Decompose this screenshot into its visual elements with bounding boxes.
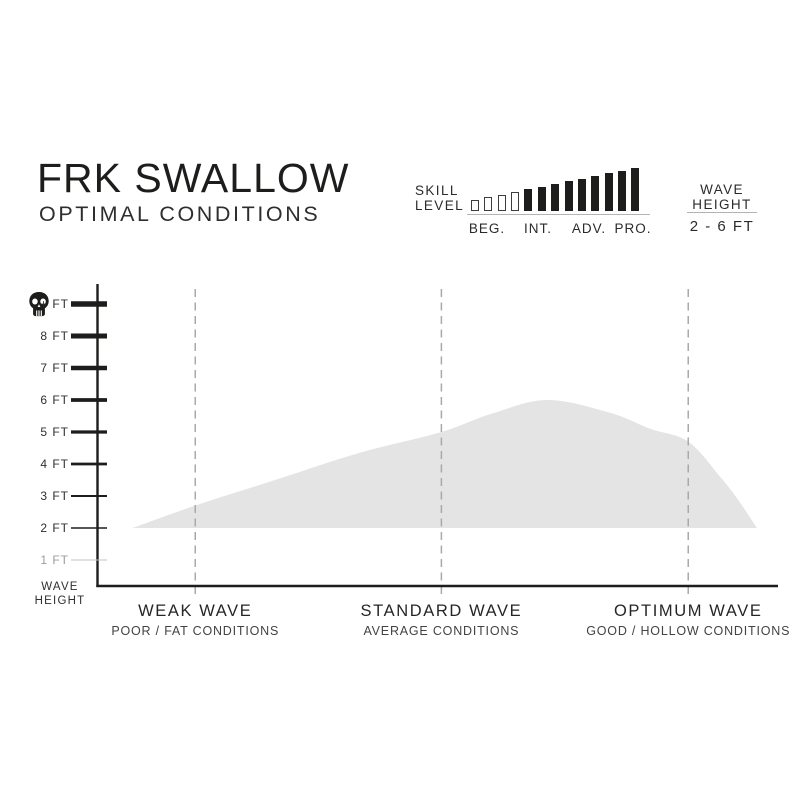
y-tick-label-6ft: 6 FT xyxy=(40,393,69,407)
skill-bar-1-empty xyxy=(471,200,479,211)
x-category-optimum-wave: OPTIMUM WAVE GOOD / HOLLOW CONDITIONS xyxy=(586,602,790,638)
skill-bar-10-filled xyxy=(591,176,600,211)
skill-level-label-line1: SKILL xyxy=(415,183,459,198)
skill-bar-2-empty xyxy=(484,197,493,211)
skill-bar-9-filled xyxy=(577,179,586,211)
y-tick-label-7ft: 7 FT xyxy=(40,361,69,375)
skill-bar-4-empty xyxy=(511,192,519,211)
y-axis-title-line2: HEIGHT xyxy=(34,594,86,607)
wave-height-summary-label: WAVE HEIGHT xyxy=(682,182,762,212)
skill-bar-3-empty xyxy=(497,195,506,211)
wave-height-divider xyxy=(687,212,757,213)
page-subtitle: OPTIMAL CONDITIONS xyxy=(39,202,321,226)
y-tick-label-5ft: 5 FT xyxy=(40,425,69,439)
x-category-label: STANDARD WAVE xyxy=(360,602,523,620)
x-category-label: WEAK WAVE xyxy=(138,602,253,620)
wave-height-label-line1: WAVE xyxy=(700,182,744,197)
y-axis-title: WAVE HEIGHT xyxy=(20,581,100,608)
x-category-sublabel: GOOD / HOLLOW CONDITIONS xyxy=(586,624,791,638)
y-axis-title-line1: WAVE xyxy=(41,581,79,593)
skill-bar-6-filled xyxy=(537,187,546,211)
skill-level-label-line2: LEVEL xyxy=(415,197,465,213)
x-category-sublabel: POOR / FAT CONDITIONS xyxy=(111,624,280,638)
wave-height-label-line2: HEIGHT xyxy=(692,196,752,212)
y-tick-label-9ft: + FT xyxy=(39,297,69,311)
skull-icon xyxy=(29,292,49,317)
wave-height-range-value: 2 - 6 FT xyxy=(689,218,755,235)
x-category-label: OPTIMUM WAVE xyxy=(614,602,763,620)
y-tick-label-3ft: 3 FT xyxy=(40,489,69,503)
y-tick-label-1ft: 1 FT xyxy=(40,553,69,567)
y-tick-label-4ft: 4 FT xyxy=(40,457,69,471)
skill-bar-8-filled xyxy=(564,181,573,211)
skill-level-label: SKILL LEVEL xyxy=(415,183,465,213)
skill-level-bars xyxy=(471,167,651,211)
skill-bar-12-filled xyxy=(617,171,626,211)
skill-tier-pro: PRO. xyxy=(614,221,652,236)
y-tick-label-2ft: 2 FT xyxy=(40,521,69,535)
skill-tier-advanced: ADV. xyxy=(571,221,607,236)
skill-bar-7-filled xyxy=(551,184,560,211)
x-category-weak-wave: WEAK WAVE POOR / FAT CONDITIONS xyxy=(111,602,279,638)
skill-level-divider xyxy=(467,214,650,215)
skill-bar-13-filled xyxy=(631,168,640,211)
x-category-standard-wave: STANDARD WAVE AVERAGE CONDITIONS xyxy=(361,602,523,638)
x-category-sublabel: AVERAGE CONDITIONS xyxy=(363,624,520,638)
y-tick-label-8ft: 8 FT xyxy=(40,329,69,343)
skill-tier-beginner: BEG. xyxy=(468,221,506,236)
skill-tier-intermediate: INT. xyxy=(523,221,553,236)
optimal-conditions-area xyxy=(132,399,757,528)
board-title: FRK SWALLOW xyxy=(37,155,350,201)
skill-bar-11-filled xyxy=(604,173,613,211)
skill-bar-5-filled xyxy=(524,189,533,211)
